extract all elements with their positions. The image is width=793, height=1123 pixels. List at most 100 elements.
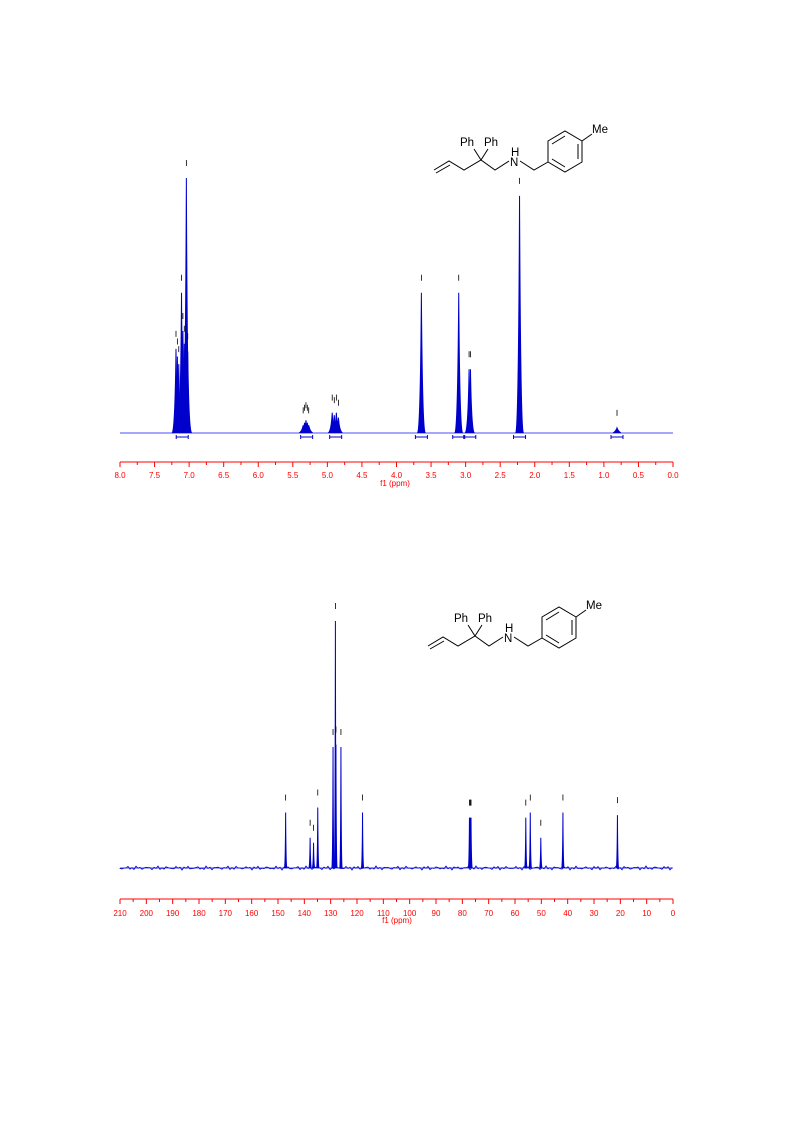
aryl-ring — [547, 130, 583, 173]
ph-bond-left-2 — [467, 624, 476, 637]
h1-tick-label: 0.0 — [667, 471, 679, 480]
h1-tick-label: 7.0 — [184, 471, 196, 480]
c13-tick-label: 130 — [324, 909, 338, 918]
c13-tick-label: 20 — [616, 909, 625, 918]
c13-x-axis-title: f1 (ppm) — [382, 916, 412, 925]
methyl-bond-2 — [575, 609, 587, 618]
h1-peak — [334, 417, 343, 434]
ph-bond-right-2 — [474, 624, 483, 637]
h1-tick-label: 6.5 — [218, 471, 230, 480]
c13-peak — [316, 807, 320, 869]
c13-tick-label: 80 — [458, 909, 467, 918]
ph-label-1-2: Ph — [454, 613, 468, 625]
c13-peak — [360, 812, 365, 869]
h1-tick-label: 7.5 — [149, 471, 161, 480]
allyl-chain — [433, 159, 510, 171]
h1-tick-label: 3.0 — [460, 471, 472, 480]
h1-tick-label: 6.0 — [253, 471, 265, 480]
ph-bond-left — [473, 148, 482, 161]
h1-nmr-spectrum: 8.0 7.5 7.0 6.5 6.0 5.5 5.0 4.5 4.0 3.5 3.0 2.5 2.0 1… — [114, 160, 679, 488]
h1-tick-label: 4.5 — [356, 471, 368, 480]
h1-peaks — [171, 177, 622, 434]
h1-tick-label: 4.0 — [391, 471, 403, 480]
c13-tick-label: 100 — [403, 909, 417, 918]
c13-peak — [308, 837, 312, 869]
c13-peak — [311, 842, 316, 869]
h1-peak — [183, 351, 193, 434]
nh-n-label: N — [510, 157, 518, 169]
nh-h-label-2: H — [505, 623, 513, 635]
c13-peak — [561, 812, 565, 869]
h1-peak — [612, 426, 622, 434]
structure-diagram-2 — [427, 606, 587, 650]
ph-label-2-2: Ph — [478, 613, 492, 625]
c13-tick-label: 170 — [219, 909, 233, 918]
c13-peak — [615, 815, 620, 869]
ph-label-2: Ph — [484, 137, 498, 149]
h1-tick-label: 0.5 — [633, 471, 645, 480]
aryl-ring-2 — [541, 606, 577, 649]
h1-peak — [454, 292, 464, 434]
methyl-label-2: Me — [586, 600, 602, 612]
c13-tick-label: 40 — [563, 909, 572, 918]
h1-tick-label: 8.0 — [114, 471, 126, 480]
c13-tick-label: 150 — [271, 909, 285, 918]
c13-x-ticks: 210 200 190 180 170 160 150 140 130 120 110 100 90 80… — [113, 899, 676, 918]
h1-tick-label: 5.5 — [287, 471, 299, 480]
h1-tick-label: 1.5 — [564, 471, 576, 480]
c13-tick-label: 210 — [113, 909, 127, 918]
terminal-double-bond-2 — [429, 640, 445, 650]
h1-x-ticks: 8.0 7.5 7.0 6.5 6.0 5.5 5.0 4.5 4.0 3.5 3.0 2.5 2.0 1… — [114, 462, 679, 480]
c13-tick-label: 70 — [484, 909, 493, 918]
c13-tick-label: 110 — [377, 909, 390, 918]
c13-peak — [469, 817, 473, 869]
c13-tick-label: 60 — [511, 909, 520, 918]
allyl-chain-2 — [427, 635, 504, 647]
c13-peak — [524, 817, 528, 869]
c13-peaks — [283, 621, 620, 869]
c13-noise — [119, 865, 673, 871]
ph-label-1: Ph — [460, 137, 474, 149]
h1-peak-annotations — [175, 160, 624, 439]
c13-peak — [528, 812, 532, 869]
aryl-db-1 — [551, 135, 566, 145]
benzyl-chain-2 — [513, 636, 543, 647]
terminal-double-bond — [435, 164, 451, 174]
ph-bond-right — [480, 148, 489, 161]
h1-peak — [466, 369, 475, 434]
c13-noise-trace — [119, 865, 673, 871]
c13-peak-annotations — [285, 603, 618, 831]
c13-nmr-spectrum: 210 200 190 180 170 160 150 140 130 120 110 100 90 80… — [113, 603, 676, 925]
h1-tick-label: 3.5 — [426, 471, 438, 480]
nh-h-label: H — [511, 147, 519, 159]
c13-tick-label: 160 — [245, 909, 259, 918]
c13-peak — [334, 744, 338, 869]
c13-tick-label: 0 — [671, 909, 676, 918]
c13-tick-label: 140 — [298, 909, 312, 918]
methyl-bond — [581, 133, 593, 142]
c13-peak — [539, 837, 543, 869]
aryl-db-3-2 — [545, 634, 560, 644]
h1-x-axis-title: f1 (ppm) — [380, 479, 410, 488]
c13-tick-label: 200 — [140, 909, 154, 918]
c13-tick-label: 50 — [537, 909, 546, 918]
c13-tick-label: 10 — [642, 909, 651, 918]
h1-tick-label: 2.0 — [529, 471, 541, 480]
h1-tick-label: 5.0 — [322, 471, 334, 480]
benzyl-chain — [519, 160, 549, 171]
h1-tick-label: 1.0 — [598, 471, 610, 480]
aryl-db-1-2 — [545, 611, 560, 621]
structure-diagram-1 — [433, 130, 593, 174]
nh-n-label-2: N — [504, 633, 512, 645]
c13-tick-label: 180 — [192, 909, 206, 918]
c13-peak — [339, 747, 343, 869]
h1-peak — [304, 425, 314, 434]
c13-tick-label: 30 — [590, 909, 599, 918]
methyl-label: Me — [592, 124, 608, 136]
h1-tick-label: 2.5 — [495, 471, 507, 480]
c13-tick-label: 90 — [432, 909, 441, 918]
c13-tick-label: 120 — [350, 909, 364, 918]
c13-tick-label: 190 — [166, 909, 180, 918]
c13-peak — [331, 747, 335, 869]
